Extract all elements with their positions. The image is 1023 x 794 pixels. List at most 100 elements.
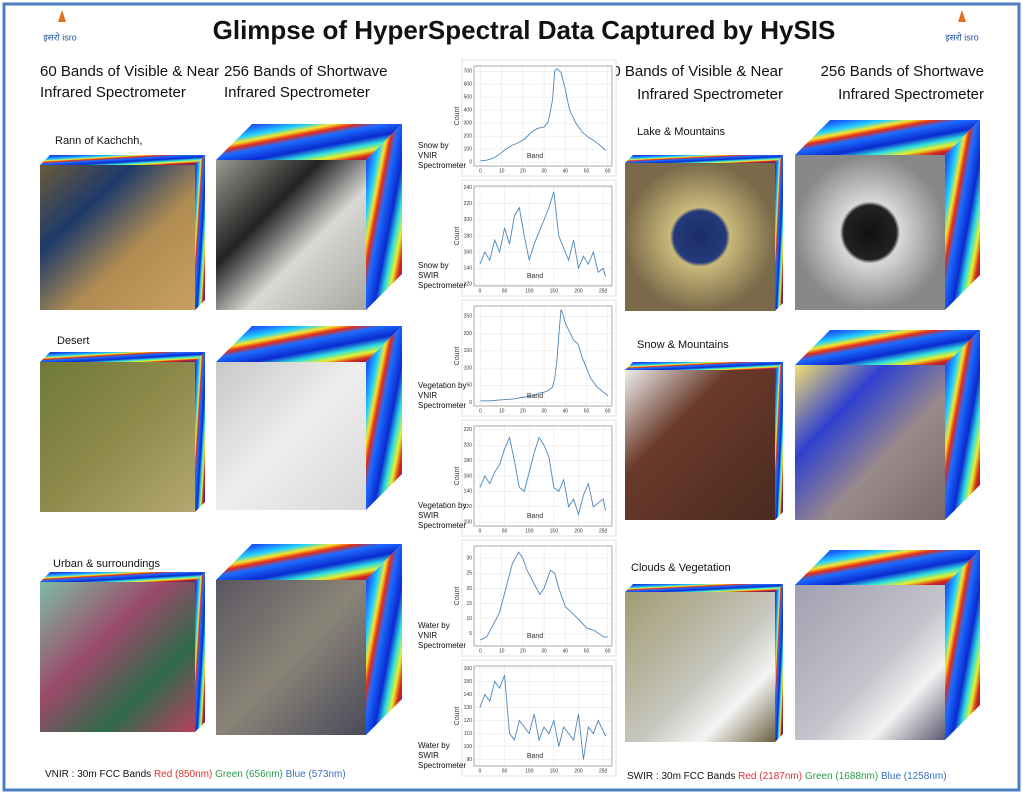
chart-panel <box>461 539 617 657</box>
y-tick-label: 180 <box>464 233 473 239</box>
y-tick-label: 200 <box>464 331 473 337</box>
x-tick-label: 0 <box>479 288 482 294</box>
plot-frame <box>473 185 613 287</box>
cube-top <box>40 572 205 582</box>
data-line <box>480 67 606 162</box>
cube-side <box>195 352 205 512</box>
chart-caption: Spectrometer <box>418 161 466 170</box>
x-tick-label: 60 <box>605 408 611 414</box>
plot-frame <box>473 665 613 767</box>
plot-frame <box>473 65 613 167</box>
cube-top <box>216 544 402 580</box>
y-tick-label: 200 <box>464 133 473 139</box>
logo-right: इसरो isro <box>945 10 979 42</box>
chart-caption: VNIR <box>418 631 437 640</box>
plot-frame <box>473 425 613 527</box>
cube-image <box>216 160 366 310</box>
data-cube <box>216 326 402 510</box>
data-cube <box>795 120 980 310</box>
cube-image <box>216 580 366 735</box>
x-tick-label: 50 <box>584 168 590 174</box>
y-tick-label: 5 <box>469 631 472 637</box>
y-tick-label: 180 <box>464 458 473 464</box>
x-tick-label: 50 <box>502 288 508 294</box>
x-tick-label: 200 <box>574 528 583 534</box>
y-tick-label: 150 <box>464 348 473 354</box>
y-axis-label: Count <box>454 707 461 726</box>
rocket-icon <box>958 10 966 22</box>
header: Infrared Spectrometer <box>637 86 783 103</box>
cube-top <box>40 352 205 362</box>
data-cube <box>795 330 980 520</box>
y-tick-label: 600 <box>464 82 473 88</box>
chart-caption: Spectrometer <box>418 761 466 770</box>
x-tick-label: 10 <box>499 648 505 654</box>
x-tick-label: 250 <box>599 528 608 534</box>
y-tick-label: 160 <box>464 249 473 255</box>
footer-label: VNIR : 30m FCC Bands <box>45 769 151 780</box>
y-tick-label: 220 <box>464 201 473 207</box>
footer-label: SWIR : 30m FCC Bands <box>627 771 735 782</box>
cube-side <box>195 572 205 732</box>
data-cube <box>216 124 402 310</box>
x-tick-label: 20 <box>520 168 526 174</box>
scene-label: Rann of Kachchh, <box>55 135 142 147</box>
cube-top <box>795 330 980 365</box>
data-line <box>480 309 609 402</box>
cube-image <box>795 365 945 520</box>
x-axis-label: Band <box>527 513 543 520</box>
x-tick-label: 20 <box>520 408 526 414</box>
y-axis-label: Count <box>454 107 461 126</box>
y-tick-label: 140 <box>464 692 473 698</box>
y-tick-label: 500 <box>464 94 473 100</box>
footer: VNIR : 30m FCC Bands Red (850nm) Green (… <box>45 769 346 780</box>
cube-side <box>366 544 402 735</box>
y-tick-label: 100 <box>464 365 473 371</box>
y-tick-label: 300 <box>464 120 473 126</box>
cube-side <box>775 155 783 311</box>
cube-image <box>40 582 195 732</box>
chart-panel <box>461 419 617 537</box>
chart-caption: Snow by <box>418 261 449 270</box>
data-cube <box>40 155 205 310</box>
header: 60 Bands of Visible & Near <box>40 63 219 80</box>
scene-label: Snow & Mountains <box>637 339 729 351</box>
x-tick-label: 50 <box>584 408 590 414</box>
y-tick-label: 50 <box>466 383 472 389</box>
chart-panel <box>461 59 617 177</box>
scene-label: Desert <box>57 335 89 347</box>
cube-image <box>625 592 775 742</box>
cube-side <box>945 550 980 740</box>
title: Glimpse of HyperSpectral Data Captured b… <box>213 15 836 45</box>
x-tick-label: 50 <box>502 528 508 534</box>
x-tick-label: 60 <box>605 648 611 654</box>
footer: SWIR : 30m FCC Bands Red (2187nm) Green … <box>627 771 947 782</box>
x-tick-label: 20 <box>520 648 526 654</box>
x-tick-label: 10 <box>499 168 505 174</box>
cube-top <box>625 584 783 592</box>
data-cube <box>625 362 783 520</box>
x-tick-label: 200 <box>574 768 583 774</box>
x-tick-label: 250 <box>599 768 608 774</box>
chart-caption: Spectrometer <box>418 641 466 650</box>
x-tick-label: 0 <box>479 528 482 534</box>
y-tick-label: 100 <box>464 146 473 152</box>
x-tick-label: 50 <box>502 768 508 774</box>
x-tick-label: 30 <box>541 408 547 414</box>
y-tick-label: 250 <box>464 314 473 320</box>
y-tick-label: 110 <box>464 731 472 737</box>
x-tick-label: 250 <box>599 288 608 294</box>
y-tick-label: 200 <box>464 443 473 449</box>
x-tick-label: 200 <box>574 288 583 294</box>
x-axis-label: Band <box>527 153 543 160</box>
chart-caption: Vegetation by <box>418 501 466 510</box>
x-tick-label: 10 <box>499 408 505 414</box>
cube-image <box>795 585 945 740</box>
cube-side <box>366 124 402 310</box>
cube-side <box>945 120 980 310</box>
cube-top <box>216 326 402 362</box>
y-tick-label: 200 <box>464 217 473 223</box>
